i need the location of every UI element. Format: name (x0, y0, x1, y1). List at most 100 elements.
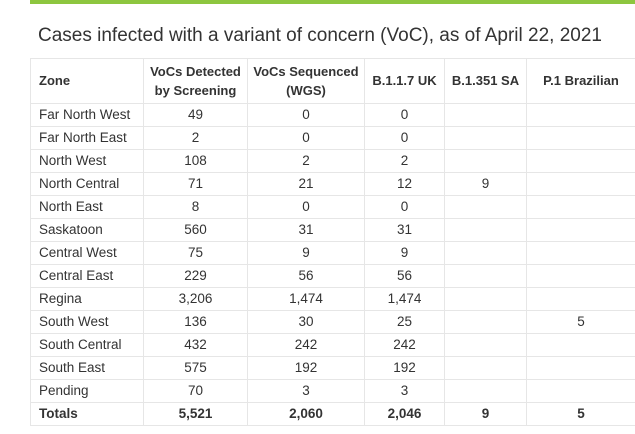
cell-uk: 242 (364, 333, 445, 357)
cell-sequenced: 0 (247, 103, 365, 127)
cell-brazil (526, 149, 635, 173)
table-row: Far North East 2 0 0 (30, 126, 635, 150)
cell-sa (444, 356, 527, 380)
cell-sequenced: 21 (247, 172, 365, 196)
cell-zone: South West (30, 310, 144, 334)
cell-brazil (526, 172, 635, 196)
cell-sa (444, 195, 527, 219)
totals-sequenced: 2,060 (247, 402, 365, 426)
cell-sequenced: 0 (247, 126, 365, 150)
cell-sa (444, 126, 527, 150)
cell-sequenced: 0 (247, 195, 365, 219)
header-screening-line1: VoCs Detected (150, 64, 241, 79)
cell-zone: North West (30, 149, 144, 173)
header-uk: B.1.1.7 UK (364, 58, 445, 104)
cell-screening: 560 (143, 218, 248, 242)
table-row: Pending 70 3 3 (30, 379, 635, 403)
cell-brazil (526, 264, 635, 288)
page-title: Cases infected with a variant of concern… (38, 25, 602, 46)
cell-zone: South Central (30, 333, 144, 357)
table-row: North West 108 2 2 (30, 149, 635, 173)
table-row: Saskatoon 560 31 31 (30, 218, 635, 242)
cell-uk: 0 (364, 126, 445, 150)
cell-brazil (526, 379, 635, 403)
cell-screening: 229 (143, 264, 248, 288)
cell-sa (444, 241, 527, 265)
cell-brazil (526, 241, 635, 265)
cell-uk: 2 (364, 149, 445, 173)
cell-screening: 70 (143, 379, 248, 403)
cell-brazil (526, 287, 635, 311)
cell-screening: 2 (143, 126, 248, 150)
cell-sequenced: 56 (247, 264, 365, 288)
header-zone: Zone (30, 58, 144, 104)
cell-sa (444, 310, 527, 334)
cell-screening: 108 (143, 149, 248, 173)
cell-zone: North Central (30, 172, 144, 196)
table-row: Regina 3,206 1,474 1,474 (30, 287, 635, 311)
cell-sequenced: 31 (247, 218, 365, 242)
cell-screening: 432 (143, 333, 248, 357)
cell-sequenced: 9 (247, 241, 365, 265)
cell-uk: 0 (364, 103, 445, 127)
cell-screening: 71 (143, 172, 248, 196)
cell-zone: Central East (30, 264, 144, 288)
table-row: Far North West 49 0 0 (30, 103, 635, 127)
cell-brazil (526, 126, 635, 150)
cell-brazil: 5 (526, 310, 635, 334)
cell-screening: 3,206 (143, 287, 248, 311)
cell-uk: 0 (364, 195, 445, 219)
cell-sa (444, 218, 527, 242)
cell-sequenced: 1,474 (247, 287, 365, 311)
cell-uk: 56 (364, 264, 445, 288)
cell-sa (444, 149, 527, 173)
cell-sa (444, 264, 527, 288)
header-sequenced: VoCs Sequenced (WGS) (247, 58, 365, 104)
cell-uk: 25 (364, 310, 445, 334)
cell-sa: 9 (444, 172, 527, 196)
table-row: Central East 229 56 56 (30, 264, 635, 288)
table-header-row: Zone VoCs Detected by Screening VoCs Seq… (30, 58, 635, 104)
table-body: Far North West 49 0 0 Far North East 2 0 0 North… (30, 103, 635, 403)
cell-zone: Central West (30, 241, 144, 265)
cell-screening: 75 (143, 241, 248, 265)
cell-brazil (526, 103, 635, 127)
table-row: North Central 71 21 12 9 (30, 172, 635, 196)
cell-sa (444, 287, 527, 311)
table-row: North East 8 0 0 (30, 195, 635, 219)
cell-zone: Pending (30, 379, 144, 403)
cell-sequenced: 3 (247, 379, 365, 403)
cell-sequenced: 192 (247, 356, 365, 380)
cell-brazil (526, 218, 635, 242)
totals-sa: 9 (444, 402, 527, 426)
cell-brazil (526, 195, 635, 219)
cell-uk: 9 (364, 241, 445, 265)
table-row: South East 575 192 192 (30, 356, 635, 380)
totals-row: Totals 5,521 2,060 2,046 9 5 (30, 402, 635, 426)
cell-zone: South East (30, 356, 144, 380)
totals-screening: 5,521 (143, 402, 248, 426)
header-screening-line2: by Screening (154, 83, 237, 98)
header-brazil: P.1 Brazilian (526, 58, 635, 104)
header-sequenced-line2: (WGS) (286, 83, 326, 98)
totals-label: Totals (30, 402, 144, 426)
cell-sequenced: 2 (247, 149, 365, 173)
header-sa: B.1.351 SA (444, 58, 527, 104)
cell-sa (444, 333, 527, 357)
cell-uk: 1,474 (364, 287, 445, 311)
cell-zone: Far North West (30, 103, 144, 127)
cell-uk: 192 (364, 356, 445, 380)
cell-screening: 8 (143, 195, 248, 219)
cell-uk: 12 (364, 172, 445, 196)
cell-uk: 3 (364, 379, 445, 403)
cell-zone: North East (30, 195, 144, 219)
cell-screening: 575 (143, 356, 248, 380)
totals-uk: 2,046 (364, 402, 445, 426)
top-accent-rule (30, 0, 635, 4)
variant-cases-table: Zone VoCs Detected by Screening VoCs Seq… (30, 58, 635, 426)
header-sequenced-line1: VoCs Sequenced (253, 64, 359, 79)
cell-screening: 49 (143, 103, 248, 127)
cell-zone: Regina (30, 287, 144, 311)
header-screening: VoCs Detected by Screening (143, 58, 248, 104)
cell-brazil (526, 333, 635, 357)
